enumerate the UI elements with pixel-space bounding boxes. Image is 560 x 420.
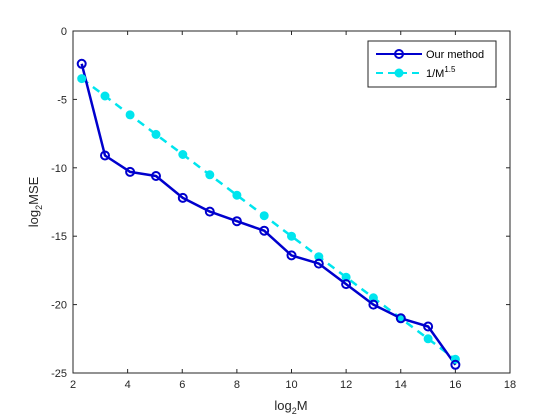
series-2-point	[205, 170, 215, 180]
x-axis-label-base: log	[274, 398, 291, 413]
series-1-point	[76, 58, 87, 69]
x-tick-label: 8	[234, 379, 240, 391]
series-2-point	[423, 334, 433, 344]
series-2-point	[259, 211, 269, 221]
series-1-point	[259, 225, 270, 236]
x-tick-label: 12	[340, 379, 352, 391]
series-1-point	[100, 150, 110, 161]
x-tick-label: 4	[125, 379, 131, 391]
series-2-point	[232, 190, 242, 200]
series-2-point	[178, 150, 188, 159]
x-axis-label-rest: M	[297, 398, 308, 413]
series-2-point	[368, 293, 378, 303]
series-2-point	[100, 91, 110, 101]
y-axis-label-base: log	[26, 210, 41, 227]
legend-label-series-2-sup: 1.5	[444, 65, 456, 74]
series-1-point	[313, 258, 324, 269]
x-tick-label: 10	[285, 379, 297, 391]
legend-marker-series-2	[394, 68, 404, 78]
y-tick-label: -25	[51, 368, 67, 380]
x-ticks: 2 4 6 8 10 12 14 16 18	[70, 31, 516, 391]
x-tick-label: 6	[179, 379, 185, 391]
series-1-point	[341, 279, 352, 290]
series-2-point	[287, 231, 296, 241]
y-axis-label: log2MSE	[26, 176, 44, 227]
series-1-point	[151, 171, 161, 181]
series-2-point	[77, 74, 87, 84]
series-1-point	[395, 313, 406, 324]
series-1-line	[80, 63, 457, 366]
y-axis-label-rest: MSE	[26, 176, 41, 205]
x-tick-label: 14	[395, 379, 407, 391]
series-1-point	[423, 321, 434, 332]
x-tick-label: 18	[504, 379, 516, 391]
legend-box	[367, 40, 497, 88]
y-tick-label: 0	[61, 26, 67, 38]
series-1-point	[125, 166, 136, 177]
series-2-point	[151, 129, 161, 139]
y-tick-label: -10	[51, 163, 67, 175]
series-2-point	[341, 272, 351, 282]
legend-label-series-1: Our method	[426, 49, 484, 61]
plot-area	[72, 30, 511, 374]
legend-marker-series-1	[394, 49, 404, 59]
series-1-point	[177, 192, 188, 203]
series-markers	[76, 58, 461, 370]
legend: Our method 1/M1.5	[367, 40, 497, 88]
x-axis-label-sub: 2	[292, 406, 297, 416]
series-1-point	[231, 216, 242, 227]
series-1-point	[368, 299, 379, 310]
y-tick-label: -20	[51, 300, 67, 312]
series-1-point	[286, 250, 297, 261]
series-1-point	[450, 359, 461, 370]
x-tick-label: 2	[70, 379, 76, 391]
series-2-point	[125, 110, 135, 120]
y-tick-label: -5	[57, 94, 67, 106]
y-axis-label-sub: 2	[34, 205, 44, 210]
x-axis-label: log2M	[274, 398, 307, 416]
series-2-point	[314, 252, 324, 262]
legend-label-series-2: 1/M1.5	[426, 65, 456, 80]
x-tick-label: 16	[449, 379, 461, 391]
y-ticks: 0 -5 -10 -15 -20 -25	[51, 26, 510, 380]
legend-label-series-2-base: 1/M	[426, 68, 444, 80]
y-tick-label: -15	[51, 231, 67, 243]
series-1-point	[204, 206, 215, 217]
